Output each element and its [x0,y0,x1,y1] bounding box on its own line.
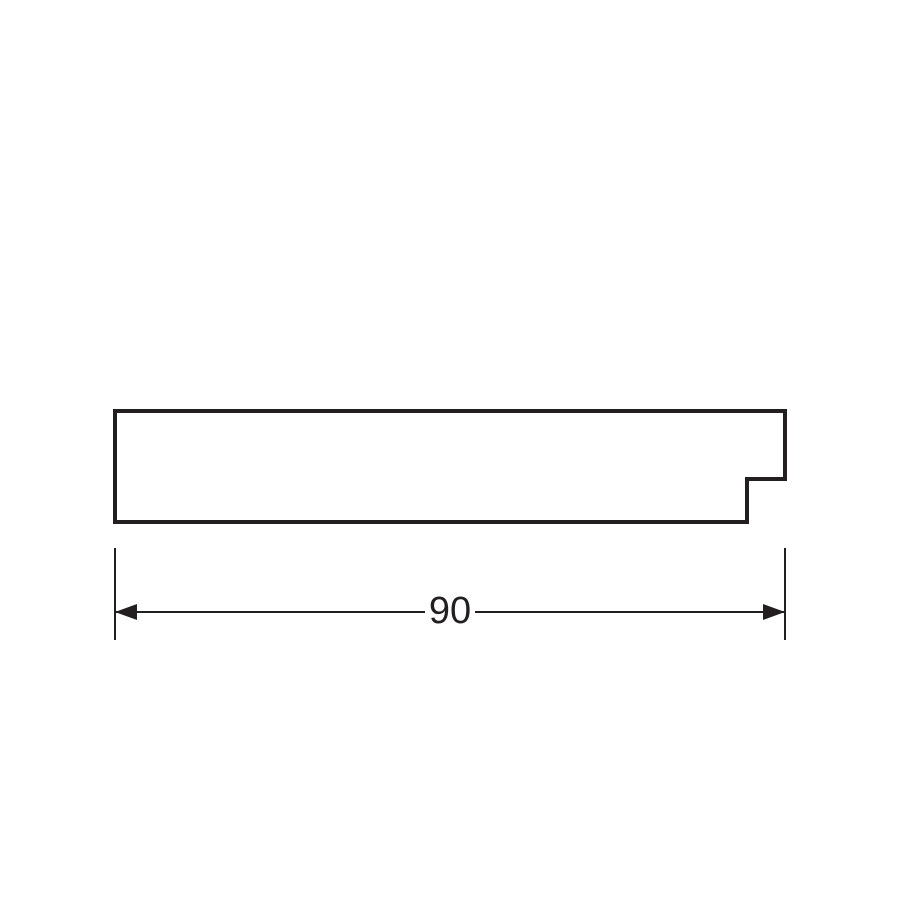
arrowhead-right-icon [763,604,785,620]
profile-cross-section [115,411,785,522]
technical-drawing: 90 [0,0,900,900]
arrowhead-left-icon [115,604,137,620]
dimension-value: 90 [429,590,471,632]
dimension-width: 90 [115,548,785,640]
